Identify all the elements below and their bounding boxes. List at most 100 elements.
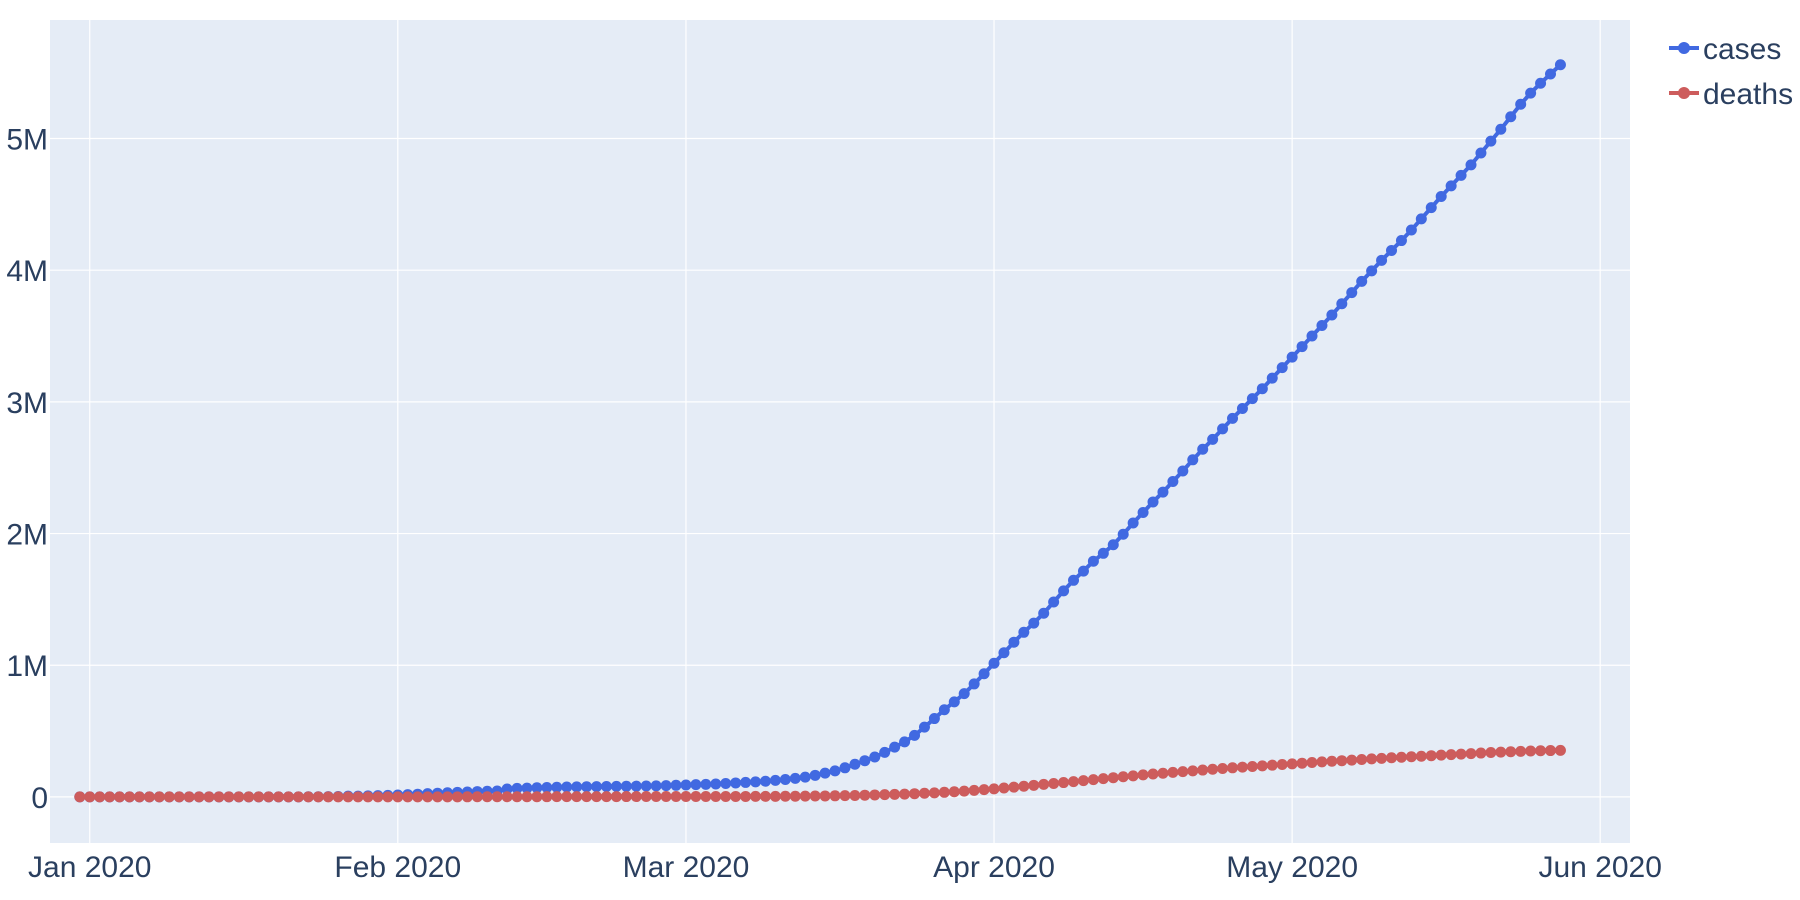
cases-point[interactable]: [899, 736, 911, 748]
deaths-point[interactable]: [730, 790, 742, 802]
deaths-point[interactable]: [1236, 761, 1248, 773]
deaths-point[interactable]: [1018, 780, 1030, 792]
cases-point[interactable]: [610, 780, 622, 792]
cases-point[interactable]: [839, 762, 851, 774]
cases-point[interactable]: [1167, 476, 1179, 488]
deaths-point[interactable]: [213, 791, 225, 803]
cases-point[interactable]: [1187, 454, 1199, 466]
deaths-point[interactable]: [909, 788, 921, 800]
cases-point[interactable]: [1485, 135, 1497, 147]
deaths-point[interactable]: [750, 790, 762, 802]
cases-point[interactable]: [1018, 626, 1030, 638]
cases-point[interactable]: [1256, 383, 1268, 395]
deaths-point[interactable]: [94, 791, 106, 803]
deaths-point[interactable]: [660, 791, 672, 803]
cases-point[interactable]: [571, 781, 583, 793]
deaths-point[interactable]: [640, 791, 652, 803]
cases-point[interactable]: [1535, 77, 1547, 89]
deaths-point[interactable]: [1197, 764, 1209, 776]
deaths-point[interactable]: [243, 791, 255, 803]
deaths-point[interactable]: [799, 790, 811, 802]
cases-point[interactable]: [909, 729, 921, 741]
cases-point[interactable]: [1525, 87, 1537, 99]
cases-point[interactable]: [928, 713, 940, 725]
deaths-point[interactable]: [958, 785, 970, 797]
deaths-point[interactable]: [1545, 745, 1556, 757]
cases-point[interactable]: [1217, 423, 1229, 435]
deaths-point[interactable]: [531, 791, 543, 803]
cases-point[interactable]: [750, 776, 762, 788]
cases-point[interactable]: [1336, 298, 1348, 310]
deaths-point[interactable]: [1068, 776, 1080, 788]
deaths-point[interactable]: [1207, 763, 1219, 775]
cases-point[interactable]: [1346, 287, 1358, 299]
deaths-point[interactable]: [1415, 750, 1427, 762]
deaths-point[interactable]: [1008, 781, 1020, 793]
cases-point[interactable]: [1038, 607, 1050, 619]
deaths-point[interactable]: [1505, 746, 1517, 758]
deaths-point[interactable]: [253, 791, 265, 803]
cases-point[interactable]: [1236, 402, 1248, 414]
deaths-point[interactable]: [1336, 755, 1348, 767]
deaths-point[interactable]: [1386, 752, 1398, 764]
deaths-point[interactable]: [740, 790, 752, 802]
deaths-point[interactable]: [541, 791, 553, 803]
deaths-point[interactable]: [451, 791, 463, 803]
deaths-point[interactable]: [849, 789, 861, 801]
deaths-point[interactable]: [1405, 751, 1417, 763]
cases-point[interactable]: [1137, 506, 1149, 518]
deaths-point[interactable]: [819, 790, 831, 802]
deaths-point[interactable]: [511, 791, 523, 803]
deaths-point[interactable]: [630, 791, 642, 803]
cases-point[interactable]: [958, 688, 970, 700]
cases-point[interactable]: [1246, 393, 1258, 405]
deaths-point[interactable]: [829, 790, 841, 802]
deaths-point[interactable]: [1087, 774, 1099, 786]
cases-point[interactable]: [849, 758, 861, 770]
deaths-point[interactable]: [710, 790, 722, 802]
cases-point[interactable]: [1058, 585, 1070, 597]
cases-point[interactable]: [978, 668, 990, 680]
deaths-point[interactable]: [322, 791, 334, 803]
cases-point[interactable]: [650, 780, 662, 792]
deaths-point[interactable]: [1137, 769, 1149, 781]
deaths-point[interactable]: [1048, 777, 1060, 789]
deaths-point[interactable]: [571, 791, 583, 803]
deaths-point[interactable]: [1376, 752, 1388, 764]
cases-point[interactable]: [1048, 596, 1060, 608]
deaths-point[interactable]: [1475, 747, 1487, 759]
deaths-point[interactable]: [312, 791, 324, 803]
cases-point[interactable]: [998, 647, 1010, 659]
deaths-point[interactable]: [203, 791, 215, 803]
deaths-point[interactable]: [143, 791, 155, 803]
deaths-point[interactable]: [1077, 775, 1089, 787]
cases-point[interactable]: [1117, 528, 1129, 540]
cases-point[interactable]: [809, 769, 821, 781]
deaths-point[interactable]: [1525, 745, 1537, 757]
cases-point[interactable]: [889, 741, 901, 753]
cases-point[interactable]: [1545, 68, 1556, 80]
cases-point[interactable]: [1515, 98, 1527, 110]
cases-point[interactable]: [551, 781, 563, 793]
deaths-point[interactable]: [918, 787, 930, 799]
cases-point[interactable]: [700, 778, 712, 790]
cases-point[interactable]: [581, 781, 593, 793]
deaths-point[interactable]: [620, 791, 632, 803]
deaths-point[interactable]: [879, 789, 891, 801]
deaths-point[interactable]: [292, 791, 304, 803]
deaths-point[interactable]: [392, 791, 404, 803]
deaths-point[interactable]: [1485, 747, 1497, 759]
deaths-point[interactable]: [551, 791, 563, 803]
deaths-point[interactable]: [600, 791, 612, 803]
cases-point[interactable]: [511, 782, 523, 794]
cases-point[interactable]: [1435, 190, 1447, 202]
deaths-point[interactable]: [84, 791, 96, 803]
deaths-point[interactable]: [789, 790, 801, 802]
deaths-point[interactable]: [1117, 771, 1129, 783]
deaths-point[interactable]: [700, 790, 712, 802]
deaths-point[interactable]: [581, 791, 593, 803]
cases-point[interactable]: [690, 779, 702, 791]
deaths-point[interactable]: [1246, 760, 1258, 772]
cases-point[interactable]: [1554, 59, 1566, 71]
deaths-point[interactable]: [1515, 745, 1527, 757]
